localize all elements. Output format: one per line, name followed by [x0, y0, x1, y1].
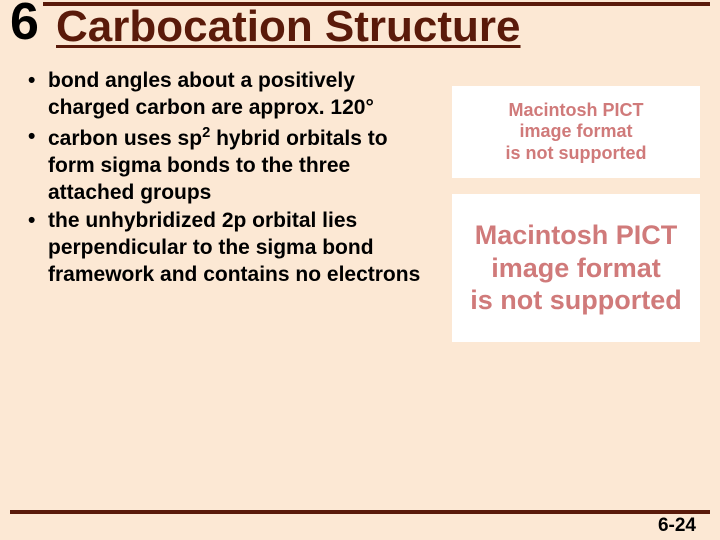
page-number: 6-24 — [658, 515, 696, 537]
chapter-number: 6 — [6, 0, 43, 52]
bullet-dot: • — [24, 208, 48, 289]
list-item: • carbon uses sp2 hybrid orbitals to for… — [24, 124, 430, 207]
bottom-rule — [10, 510, 710, 514]
bullet-dot: • — [24, 68, 48, 122]
bullet-text: bond angles about a positively charged c… — [48, 68, 430, 122]
bullet-text: carbon uses sp2 hybrid orbitals to form … — [48, 124, 430, 207]
placeholder-text: is not supported — [470, 284, 682, 316]
image-placeholder-large: Macintosh PICT image format is not suppo… — [452, 194, 700, 342]
bullet-text: the unhybridized 2p orbital lies perpend… — [48, 208, 430, 289]
image-placeholder-small: Macintosh PICT image format is not suppo… — [452, 86, 700, 178]
bullet-dot: • — [24, 124, 48, 207]
placeholder-text: is not supported — [506, 143, 647, 165]
list-item: • bond angles about a positively charged… — [24, 68, 430, 122]
list-item: • the unhybridized 2p orbital lies perpe… — [24, 208, 430, 289]
placeholder-text: Macintosh PICT — [475, 219, 678, 251]
placeholder-text: Macintosh PICT — [508, 100, 643, 122]
placeholder-text: image format — [519, 121, 632, 143]
slide-title: Carbocation Structure — [56, 2, 521, 52]
placeholder-text: image format — [491, 252, 661, 284]
bullet-list: • bond angles about a positively charged… — [24, 68, 430, 291]
